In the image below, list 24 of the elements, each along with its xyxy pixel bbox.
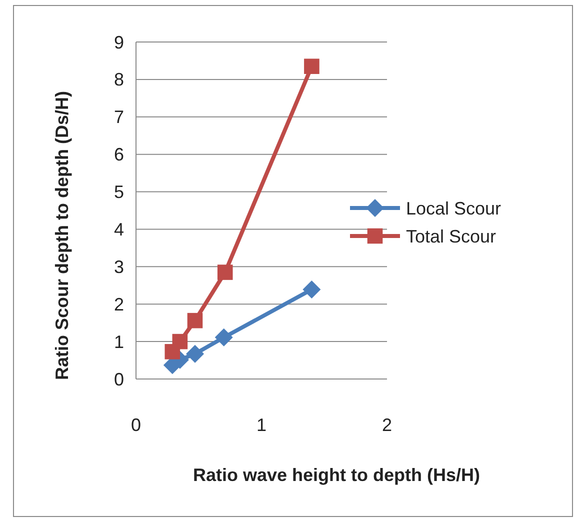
y-tick-label: 8 (114, 70, 124, 90)
x-axis-title: Ratio wave height to depth (Hs/H) (192, 465, 480, 485)
y-tick-label: 0 (114, 369, 124, 390)
y-tick-label: 2 (114, 294, 124, 314)
point (187, 312, 203, 328)
y-tick-label: 7 (114, 107, 124, 128)
point (304, 58, 320, 74)
point (186, 344, 204, 363)
legend-label: Total Scour (406, 226, 496, 246)
y-tick-label: 5 (114, 182, 124, 202)
point (302, 280, 321, 299)
point (217, 264, 233, 280)
y-tick-label: 1 (114, 332, 124, 352)
y-tick-label: 4 (114, 220, 124, 240)
y-axis-title: Ratio Scour depth to depth (Ds/H) (52, 91, 72, 380)
y-tick-label: 3 (114, 256, 124, 277)
y-tick-label: 6 (114, 144, 124, 165)
point (214, 328, 233, 346)
x-tick-label: 1 (256, 415, 267, 435)
point (172, 334, 188, 350)
x-tick-label: 0 (130, 415, 142, 435)
y-tick-label: 9 (114, 32, 124, 52)
legend-label: Local Scour (406, 198, 502, 218)
x-tick-label: 2 (382, 415, 392, 435)
